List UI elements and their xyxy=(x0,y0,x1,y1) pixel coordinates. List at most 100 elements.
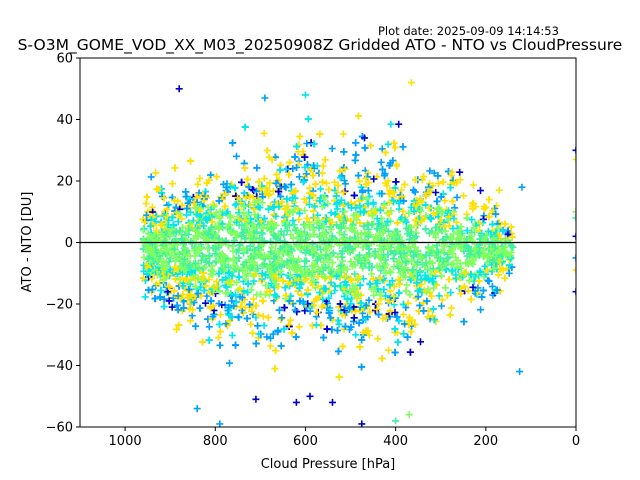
scatter-point xyxy=(260,129,268,137)
scatter-point xyxy=(364,327,372,335)
scatter-point xyxy=(425,204,433,212)
scatter-point xyxy=(313,308,321,316)
scatter-point xyxy=(228,331,236,339)
scatter-point xyxy=(246,301,254,308)
scatter-point xyxy=(255,178,263,186)
scatter-point xyxy=(446,311,454,319)
scatter-point xyxy=(289,217,297,225)
scatter-point xyxy=(296,133,304,140)
scatter-point xyxy=(391,184,399,192)
scatter-point xyxy=(393,313,401,321)
scatter-point xyxy=(174,292,182,300)
scatter-point xyxy=(335,373,343,381)
scatter-point xyxy=(383,182,391,190)
scatter-point xyxy=(390,139,398,147)
scatter-point xyxy=(467,295,475,303)
scatter-point xyxy=(439,178,447,186)
scatter-point xyxy=(173,325,181,333)
scatter-point xyxy=(178,202,186,210)
scatter-point xyxy=(341,187,349,195)
scatter-point xyxy=(356,202,364,210)
scatter-point xyxy=(385,190,393,198)
scatter-point xyxy=(438,302,445,310)
scatter-point xyxy=(236,285,244,293)
scatter-point xyxy=(249,329,256,337)
scatter-point xyxy=(266,179,274,187)
scatter-point xyxy=(306,194,313,202)
scatter-point xyxy=(293,164,301,171)
scatter-point xyxy=(488,282,496,290)
scatter-point xyxy=(247,320,255,328)
scatter-point xyxy=(318,203,326,211)
scatter-point xyxy=(218,195,226,203)
scatter-point xyxy=(355,112,362,120)
scatter-point xyxy=(367,142,375,150)
scatter-point xyxy=(361,204,369,212)
scatter-point xyxy=(380,286,388,293)
scatter-point xyxy=(400,197,408,205)
scatter-point xyxy=(174,306,182,314)
scatter-point xyxy=(451,179,459,187)
scatter-point xyxy=(406,291,414,298)
scatter-point xyxy=(386,198,393,206)
scatter-point xyxy=(417,207,425,215)
scatter-point xyxy=(193,199,201,207)
scatter-point xyxy=(420,307,428,315)
scatter-point xyxy=(266,287,274,295)
scatter-point xyxy=(404,299,412,307)
scatter-point xyxy=(379,165,386,173)
scatter-point xyxy=(147,173,155,181)
scatter-point xyxy=(361,134,368,142)
scatter-point xyxy=(259,312,267,320)
scatter-point xyxy=(406,314,413,322)
scatter-point xyxy=(468,216,476,224)
scatter-point xyxy=(192,194,200,202)
scatter-point xyxy=(477,306,485,314)
scatter-point xyxy=(312,321,320,329)
scatter-point xyxy=(401,181,409,188)
scatter-point xyxy=(289,208,297,216)
scatter-point xyxy=(293,142,301,150)
scatter-point xyxy=(187,208,194,216)
scatter-point xyxy=(323,179,330,187)
scatter-point xyxy=(340,148,348,156)
scatter-point xyxy=(354,291,362,299)
scatter-point xyxy=(309,191,317,199)
scatter-point xyxy=(287,181,295,188)
scatter-point xyxy=(334,188,342,196)
scatter-point xyxy=(263,333,271,341)
scatter-point xyxy=(319,178,327,186)
scatter-point xyxy=(244,182,251,189)
scatter-point xyxy=(175,321,183,329)
scatter-point xyxy=(275,188,283,196)
scatter-point xyxy=(319,162,327,170)
scatter-point xyxy=(288,329,296,337)
scatter-point xyxy=(186,299,194,307)
scatter-point xyxy=(259,193,267,201)
scatter-point xyxy=(370,291,378,299)
scatter-point xyxy=(243,315,251,322)
scatter-point xyxy=(431,316,438,324)
scatter-point xyxy=(435,292,443,300)
scatter-point xyxy=(398,186,405,194)
scatter-point xyxy=(213,173,221,181)
scatter-point xyxy=(185,285,193,293)
scatter-point xyxy=(411,320,419,328)
scatter-point xyxy=(271,291,279,299)
scatter-point xyxy=(263,186,271,194)
plot-date: Plot date: 2025-09-09 14:14:53 xyxy=(378,24,559,38)
scatter-point xyxy=(254,322,262,330)
scatter-point xyxy=(352,139,360,147)
scatter-point xyxy=(282,165,290,173)
scatter-point xyxy=(339,130,347,138)
scatter-point xyxy=(205,323,213,331)
scatter-point xyxy=(367,285,375,293)
scatter-point xyxy=(200,287,208,294)
scatter-point xyxy=(216,287,223,295)
scatter-point xyxy=(460,318,468,326)
scatter-point xyxy=(301,163,309,171)
scatter-point xyxy=(381,149,389,157)
scatter-point xyxy=(421,286,429,294)
scatter-point xyxy=(375,311,383,318)
scatter-point xyxy=(406,348,414,356)
